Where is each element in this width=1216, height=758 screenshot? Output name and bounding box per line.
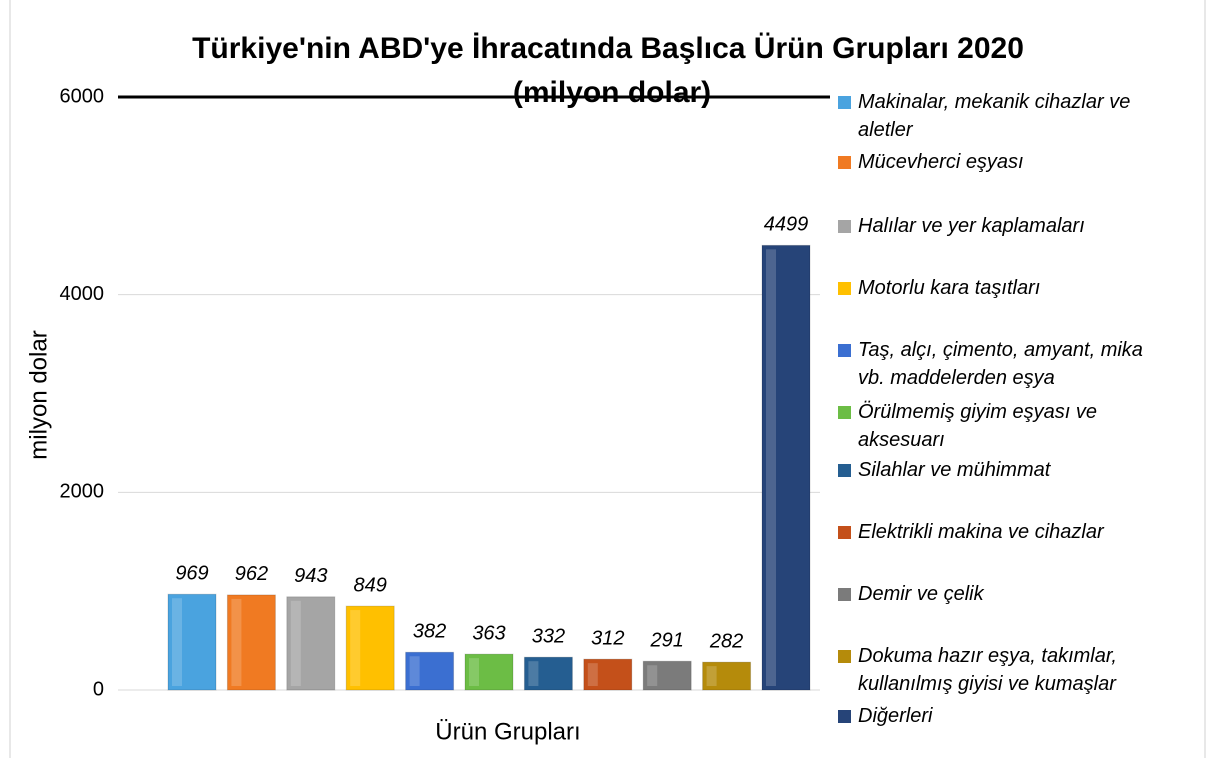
y-tick-label: 0 [93, 678, 104, 700]
y-tick-label: 4000 [60, 283, 105, 305]
data-label: 312 [591, 627, 624, 649]
bar-highlight [469, 658, 479, 686]
bar-highlight [172, 598, 182, 686]
data-label: 849 [354, 574, 387, 596]
legend-swatch [838, 710, 851, 723]
legend-item: Örülmemiş giyim eşyası ve aksesuarı [838, 398, 1158, 454]
legend-swatch [838, 588, 851, 601]
bar [642, 660, 692, 691]
legend-item: Makinalar, mekanik cihazlar ve aletler [838, 88, 1158, 144]
bar [345, 605, 395, 691]
legend-item: Mücevherci eşyası [838, 148, 1158, 176]
y-axis-label: milyon dolar [25, 330, 52, 459]
data-label: 943 [294, 565, 327, 587]
data-label: 291 [650, 630, 684, 652]
y-tick-label: 6000 [60, 85, 105, 107]
legend-item: Taş, alçı, çimento, amyant, mika vb. mad… [838, 336, 1158, 392]
legend-item: Demir ve çelik [838, 580, 1158, 608]
legend-swatch [838, 406, 851, 419]
bar-highlight [350, 610, 361, 686]
legend-item: Diğerleri [838, 702, 1158, 730]
bar [761, 244, 811, 691]
legend-label: Örülmemiş giyim eşyası ve aksesuarı [858, 401, 1097, 451]
bar-highlight [587, 663, 598, 686]
chart-title: Türkiye'nin ABD'ye İhracatında Başlıca Ü… [192, 32, 1024, 65]
legend-item: Silahlar ve mühimmat [838, 456, 1158, 484]
data-label: 363 [472, 622, 505, 644]
legend-item: Dokuma hazır eşya, takımlar, kullanılmış… [838, 642, 1158, 698]
legend-label: Demir ve çelik [858, 583, 984, 605]
bar [523, 656, 573, 691]
data-label: 962 [235, 563, 268, 585]
legend-item: Elektrikli makina ve cihazlar [838, 518, 1158, 546]
legend-label: Silahlar ve mühimmat [858, 459, 1051, 481]
legend-swatch [838, 96, 851, 109]
legend-swatch [838, 650, 851, 663]
bar-highlight [231, 598, 242, 686]
legend-label: Elektrikli makina ve cihazlar [858, 521, 1104, 543]
legend-item: Halılar ve yer kaplamaları [838, 212, 1158, 240]
bar-highlight [290, 600, 301, 686]
bar-highlight [706, 666, 717, 686]
legend-swatch [838, 344, 851, 357]
legend-swatch [838, 220, 851, 233]
bar-highlight [766, 249, 776, 687]
legend-swatch [838, 464, 851, 477]
bar [702, 661, 752, 691]
data-label: 4499 [764, 214, 809, 236]
x-axis-label: Ürün Grupları [435, 718, 580, 745]
bar-highlight [528, 661, 539, 686]
bar-highlight [409, 656, 420, 686]
legend-label: Dokuma hazır eşya, takımlar, kullanılmış… [858, 645, 1117, 695]
data-label: 332 [532, 625, 565, 647]
data-label: 382 [413, 621, 446, 643]
bar [405, 651, 455, 691]
bar [286, 596, 336, 691]
bars [167, 244, 811, 691]
bar [226, 594, 276, 691]
legend-item: Motorlu kara taşıtları [838, 274, 1158, 302]
legend-label: Motorlu kara taşıtları [858, 277, 1041, 299]
y-tick-label: 2000 [60, 481, 105, 503]
legend-swatch [838, 156, 851, 169]
data-label: 969 [175, 563, 208, 585]
bar [583, 658, 633, 691]
legend-label: Halılar ve yer kaplamaları [858, 215, 1085, 237]
bar [167, 593, 217, 691]
legend-label: Diğerleri [858, 705, 933, 727]
legend-swatch [838, 282, 851, 295]
data-label: 282 [709, 630, 743, 652]
legend-label: Mücevherci eşyası [858, 151, 1024, 173]
chart-subtitle: (milyon dolar) [513, 76, 711, 109]
legend-swatch [838, 526, 851, 539]
legend-label: Makinalar, mekanik cihazlar ve aletler [858, 91, 1131, 141]
bar [464, 653, 514, 691]
bar-highlight [647, 665, 658, 686]
legend-label: Taş, alçı, çimento, amyant, mika vb. mad… [858, 339, 1143, 389]
